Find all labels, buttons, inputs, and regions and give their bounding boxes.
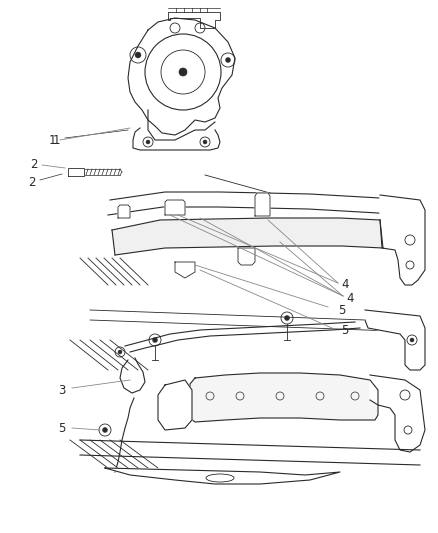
Polygon shape [175,262,195,278]
Polygon shape [370,375,425,452]
Polygon shape [128,18,235,135]
Circle shape [285,316,290,320]
Text: 5: 5 [341,324,349,336]
Text: 1: 1 [52,133,60,147]
Text: 5: 5 [338,303,346,317]
Polygon shape [365,310,425,370]
Circle shape [152,337,158,343]
Polygon shape [380,195,425,285]
Text: 4: 4 [341,279,349,292]
Circle shape [135,52,141,58]
Polygon shape [238,248,255,265]
Polygon shape [118,205,130,218]
Text: 2: 2 [28,175,36,189]
Polygon shape [133,128,220,150]
Polygon shape [105,468,340,484]
Text: 3: 3 [58,384,66,397]
Circle shape [179,68,187,76]
Circle shape [410,338,414,342]
Polygon shape [190,373,378,422]
Polygon shape [255,193,270,216]
Circle shape [226,58,230,62]
Circle shape [146,140,150,144]
Polygon shape [158,380,192,430]
Text: 4: 4 [346,292,354,304]
Polygon shape [68,168,84,176]
Text: 2: 2 [30,158,38,172]
Circle shape [203,140,207,144]
Polygon shape [112,218,383,255]
Text: 1: 1 [48,133,56,147]
Circle shape [118,350,122,354]
Text: 5: 5 [58,422,66,434]
Polygon shape [165,200,185,215]
Circle shape [102,427,107,432]
